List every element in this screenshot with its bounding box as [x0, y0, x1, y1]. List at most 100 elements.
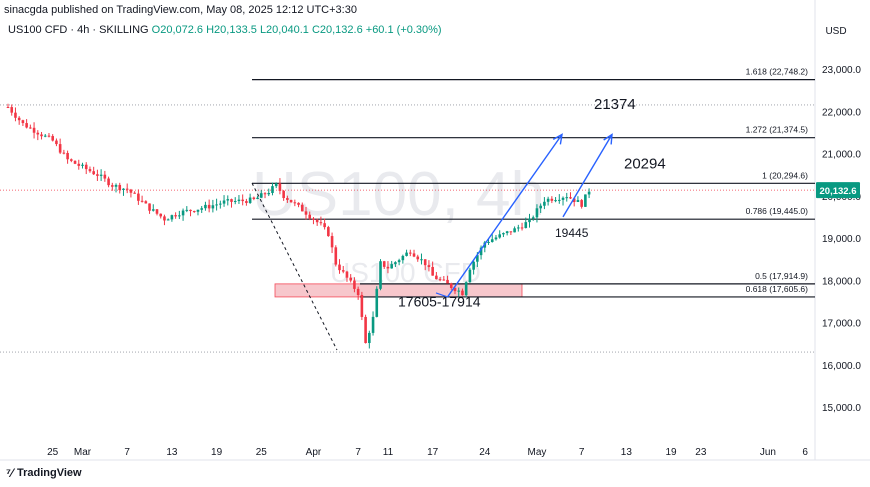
candle-body [248, 197, 252, 203]
fib-level-label: 1 (20,294.6) [762, 170, 808, 180]
candle-body [297, 202, 300, 205]
arrow-head-icon [603, 133, 613, 145]
candle-body [476, 255, 479, 262]
candle-body [371, 316, 375, 333]
candle-body [17, 117, 21, 121]
candle-body [58, 144, 62, 153]
dashed-trendline [251, 182, 338, 351]
x-tick-label: 23 [695, 447, 707, 458]
candle-body [368, 332, 371, 344]
candle-body [382, 261, 386, 267]
candle-body [416, 256, 420, 260]
symbol-info-bar: US100 CFD · 4h · SKILLING O20,072.6 H20,… [8, 24, 442, 36]
candle-body [390, 264, 393, 269]
candle-body [245, 201, 248, 203]
candle-body [379, 261, 382, 289]
candle-body [312, 218, 315, 220]
candle-body [55, 140, 58, 145]
candle-body [531, 217, 535, 219]
x-tick-label: 7 [355, 447, 361, 458]
candle-body [140, 200, 144, 202]
candle-body [289, 199, 293, 203]
x-tick-label: 19 [211, 447, 223, 458]
candle-body [509, 231, 513, 233]
currency-button[interactable]: USD [825, 26, 847, 37]
candle-body [300, 204, 304, 212]
candle-body [561, 197, 565, 200]
candle-body [420, 259, 423, 261]
candle-body [196, 209, 200, 212]
x-tick-label: 24 [479, 447, 491, 458]
ohlc-close: C20,132.6 [311, 24, 363, 36]
fib-level-label: 1.618 (22,748.2) [746, 67, 809, 77]
annotation-label: 19445 [555, 226, 589, 240]
candle-body [580, 200, 583, 207]
ohlc-low: L20,040.1 [259, 24, 309, 36]
candle-body [520, 227, 524, 229]
candle-body [401, 255, 405, 261]
candle-body [360, 294, 364, 317]
candle-body [345, 271, 349, 278]
candle-body [77, 163, 81, 166]
candle-body [323, 223, 326, 228]
candle-body [204, 204, 207, 209]
candle-body [96, 174, 99, 176]
footer-brand[interactable]: ⁷⁄ TradingView [6, 466, 82, 480]
y-tick-label: 19,000.0 [822, 234, 861, 245]
candle-body [144, 201, 148, 204]
candle-body [178, 215, 181, 217]
x-tick-label: Apr [306, 447, 322, 458]
candle-body [375, 288, 379, 317]
candle-body [155, 209, 159, 214]
candle-body [453, 287, 457, 292]
ohlc-change: +60.1 (+0.30%) [365, 24, 442, 36]
candle-body [587, 191, 591, 195]
y-tick-label: 23,000.0 [822, 65, 861, 76]
candle-body [449, 283, 453, 288]
candle-body [286, 198, 289, 200]
candle-body [192, 211, 196, 213]
y-tick-label: 16,000.0 [822, 361, 861, 372]
candle-body [528, 218, 531, 223]
candle-body [271, 186, 274, 193]
x-tick-label: Mar [74, 447, 92, 458]
candle-body [315, 219, 319, 223]
candle-body [66, 152, 69, 160]
x-tick-label: 6 [802, 447, 808, 458]
candle-body [461, 290, 464, 296]
candle-body [498, 234, 501, 238]
candle-body [364, 316, 367, 344]
candle-body [576, 200, 580, 202]
candle-body [412, 253, 416, 257]
x-tick-label: 13 [621, 447, 633, 458]
candle-body [166, 219, 170, 221]
candle-body [565, 197, 569, 199]
candle-body [43, 135, 47, 137]
last-price-label: 20,132.6 [820, 186, 857, 197]
candle-body [502, 233, 505, 235]
candle-body [103, 174, 107, 179]
annotation-label: 17605-17914 [398, 293, 481, 309]
x-tick-label: 7 [579, 447, 585, 458]
candle-body [81, 164, 84, 166]
candle-body [233, 200, 237, 202]
candle-body [353, 280, 356, 289]
candle-body [539, 205, 542, 209]
candle-body [327, 227, 330, 237]
candle-body [129, 189, 133, 193]
candle-body [40, 134, 43, 137]
candle-body [267, 192, 271, 195]
projection-arrow-line [446, 134, 563, 298]
ohlc-open: O20,072.6 [151, 24, 204, 36]
ohlc-high: H20,133.5 [206, 24, 257, 36]
candle-body [107, 178, 110, 186]
candle-body [36, 132, 40, 135]
publish-info: sinacgda published on TradingView.com, M… [4, 4, 357, 16]
candle-body [435, 275, 438, 280]
candle-body [122, 188, 125, 191]
candle-body [397, 260, 401, 263]
tradingview-logo-icon: ⁷⁄ [6, 466, 13, 480]
brand-name: TradingView [16, 467, 82, 479]
x-tick-label: 25 [256, 447, 268, 458]
